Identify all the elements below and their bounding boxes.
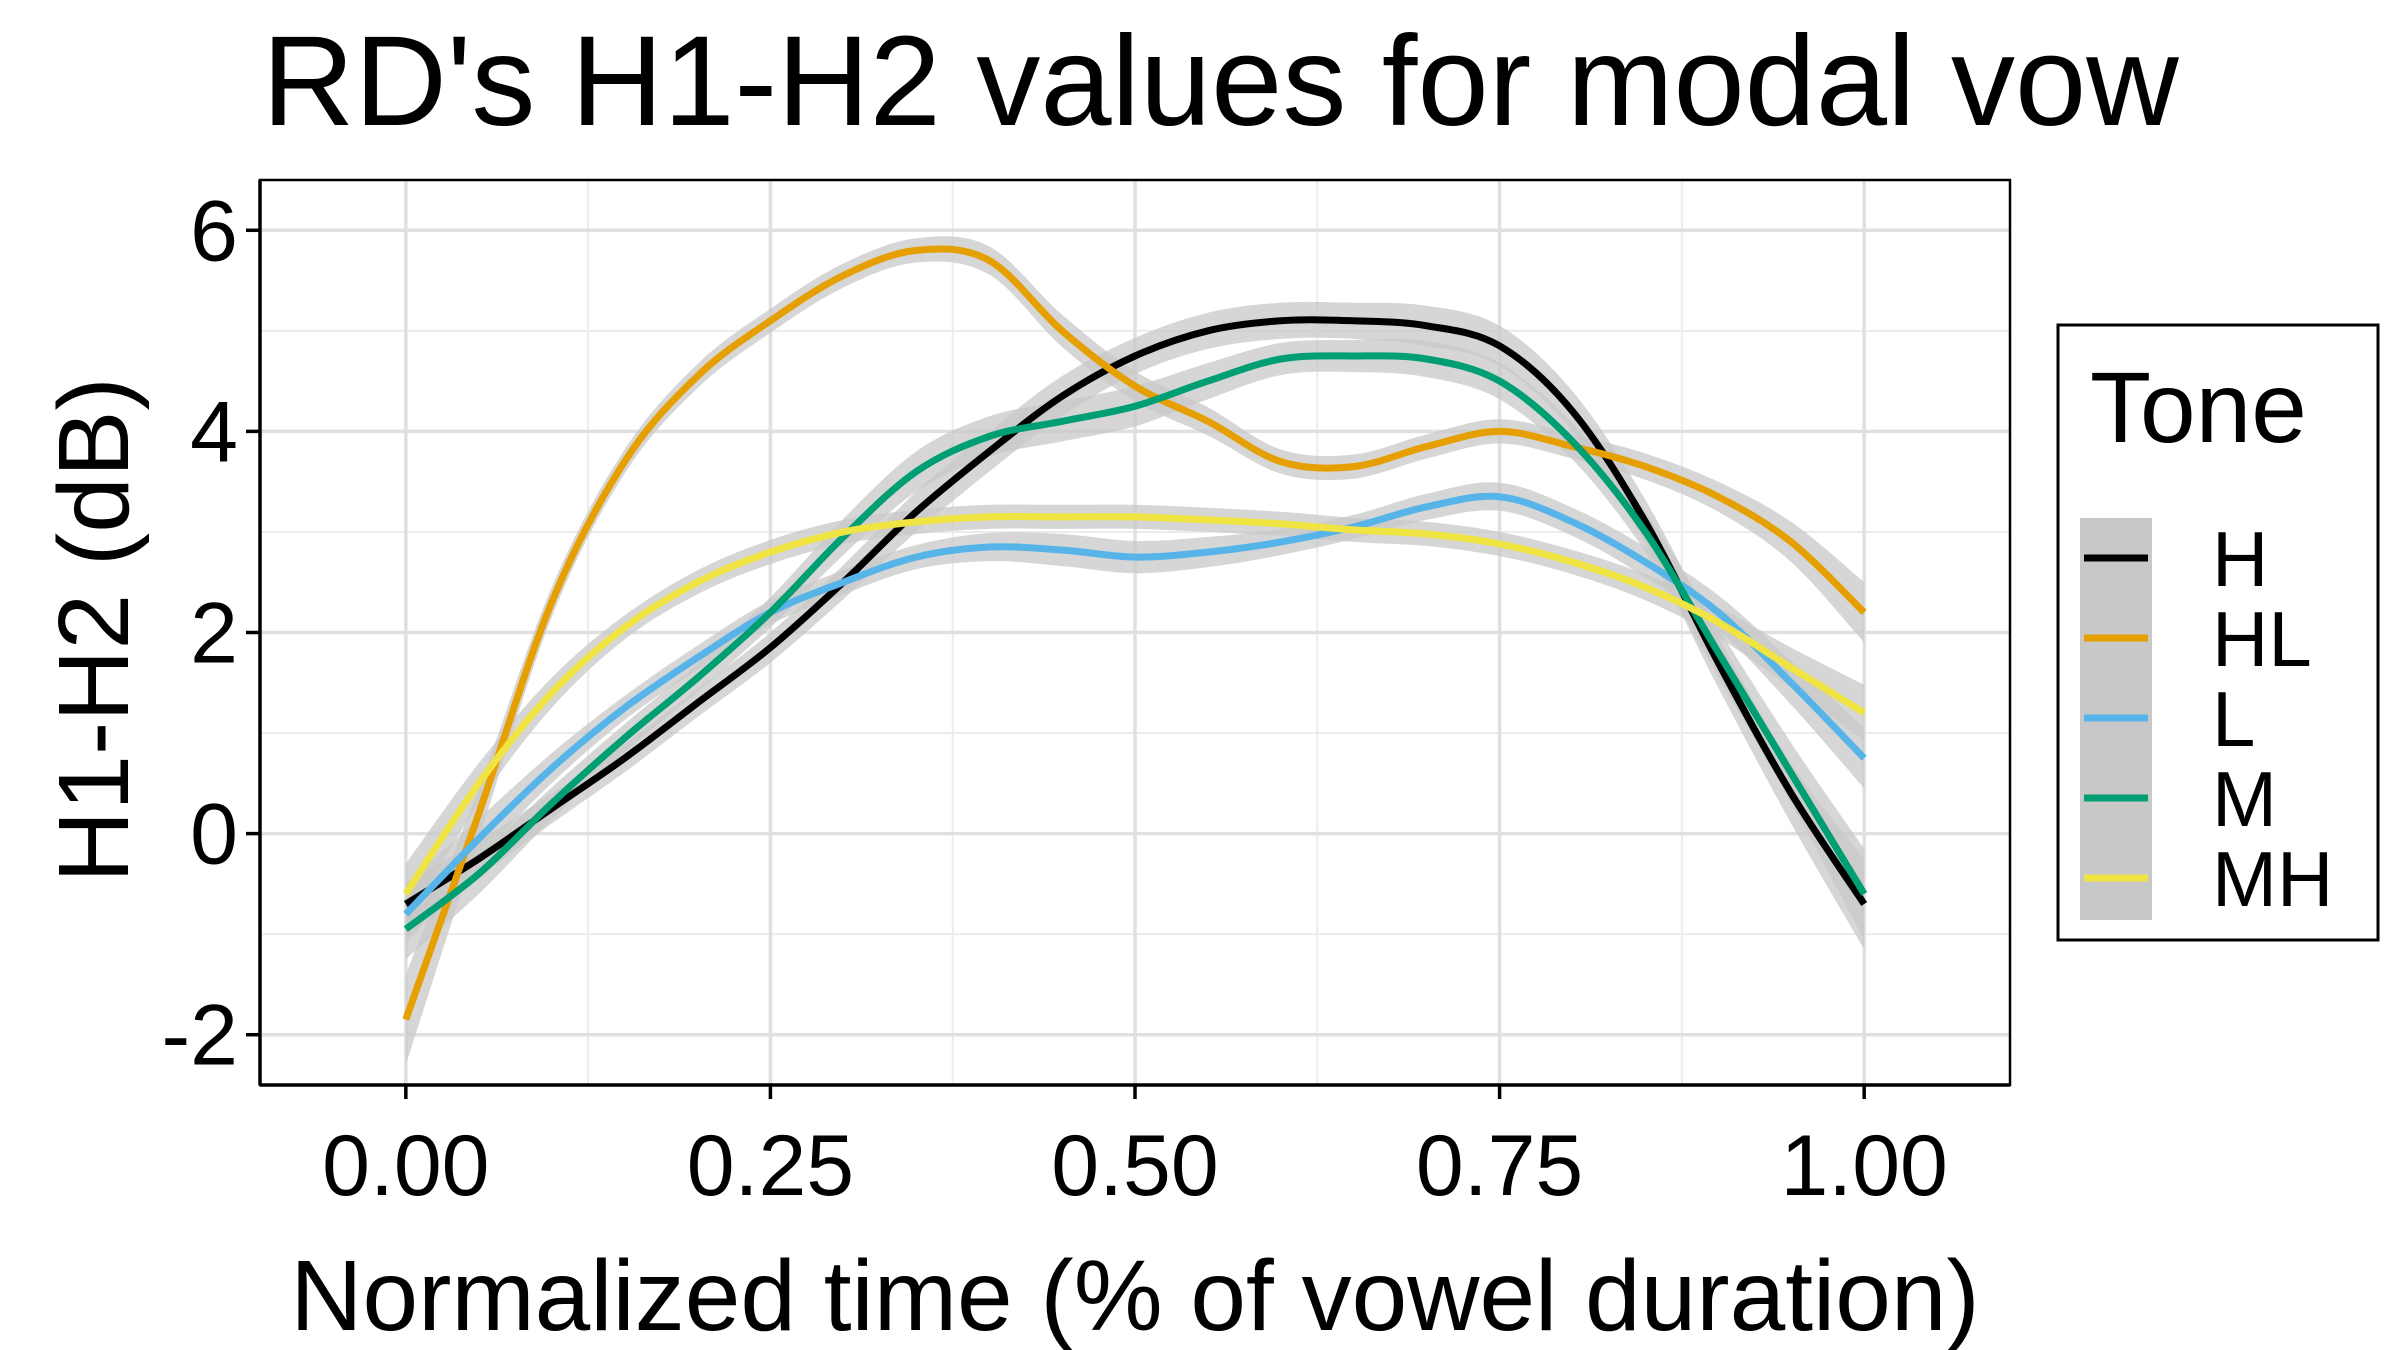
x-axis-ticks: 0.00 0.25 0.50 0.75 1.00 — [322, 1085, 1948, 1214]
series-line-l — [403, 492, 1867, 917]
x-tick-label: 0.00 — [322, 1118, 489, 1214]
confidence-bands — [405, 236, 1865, 1065]
legend-label-l: L — [2212, 675, 2255, 763]
y-axis-ticks: -2 0 2 4 6 — [162, 183, 260, 1084]
x-axis-title: Normalized time (% of vowel duration) — [290, 1240, 1980, 1350]
x-tick-label: 0.75 — [1416, 1118, 1583, 1214]
y-axis-title: H1-H2 (dB) — [38, 377, 150, 883]
legend-label-h: H — [2212, 515, 2268, 603]
y-tick-label: 2 — [190, 586, 238, 682]
y-tick-label: 4 — [190, 384, 238, 480]
confidence-band-hl — [405, 236, 1865, 1065]
x-tick-label: 0.50 — [1051, 1118, 1218, 1214]
legend-label-mh: MH — [2212, 835, 2333, 923]
legend-label-m: M — [2212, 755, 2277, 843]
legend-label-hl: HL — [2212, 595, 2312, 683]
series-line-hl — [402, 245, 1867, 1021]
series-line-m — [403, 352, 1868, 932]
legend-title: Tone — [2090, 352, 2307, 464]
series-lines — [402, 245, 1868, 1021]
x-tick-label: 1.00 — [1780, 1118, 1947, 1214]
y-tick-label: -2 — [162, 988, 238, 1084]
series-line-h — [403, 316, 1868, 907]
y-tick-label: 6 — [190, 183, 238, 279]
x-tick-label: 0.25 — [687, 1118, 854, 1214]
chart-title: RD's H1-H2 values for modal vow — [262, 10, 2179, 153]
y-tick-label: 0 — [190, 787, 238, 883]
series-line-mh — [402, 513, 1867, 896]
